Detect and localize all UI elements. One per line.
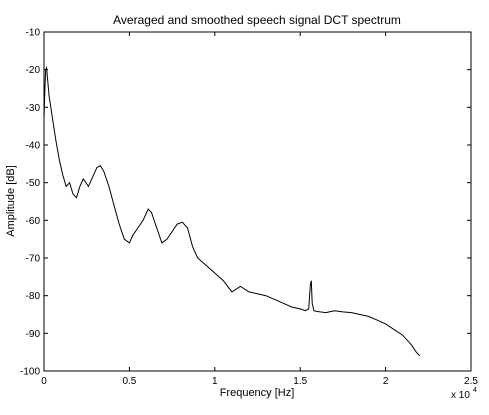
y-tick-label: -30: [26, 103, 41, 114]
y-tick-label: -90: [26, 329, 41, 340]
x-axis-multiplier-exponent: 4: [473, 387, 477, 394]
y-tick-label: -70: [26, 254, 41, 265]
y-tick-label: -50: [26, 178, 41, 189]
axis-tick-labels: 0 0.5 1 1.5 2 2.5 -100 -90 -80 -70 -60 -50 -40 -30 -20…: [20, 28, 478, 388]
plot-area: [43, 31, 472, 372]
y-tick-label: -60: [26, 216, 41, 227]
axis-ticks: [43, 31, 472, 372]
x-tick-label: 1.5: [293, 376, 307, 387]
y-tick-label: -20: [26, 65, 41, 76]
x-tick-label: 0: [41, 376, 47, 387]
y-tick-label: -10: [26, 28, 41, 39]
chart-title: Averaged and smoothed speech signal DCT …: [113, 13, 401, 27]
x-tick-label: 2.5: [464, 376, 478, 387]
x-axis-label: Frequency [Hz]: [220, 387, 295, 399]
y-tick-label: -100: [20, 367, 40, 378]
x-axis-multiplier-base: x 10: [451, 390, 470, 401]
y-tick-label: -40: [26, 141, 41, 152]
series-line: [43, 65, 421, 357]
x-tick-label: 2: [383, 376, 389, 387]
x-tick-label: 1: [212, 376, 218, 387]
x-axis-multiplier: x 10 4: [451, 387, 477, 401]
x-tick-label: 0.5: [122, 376, 136, 387]
y-tick-label: -80: [26, 291, 41, 302]
y-axis-label: Amplitude [dB]: [5, 165, 17, 237]
